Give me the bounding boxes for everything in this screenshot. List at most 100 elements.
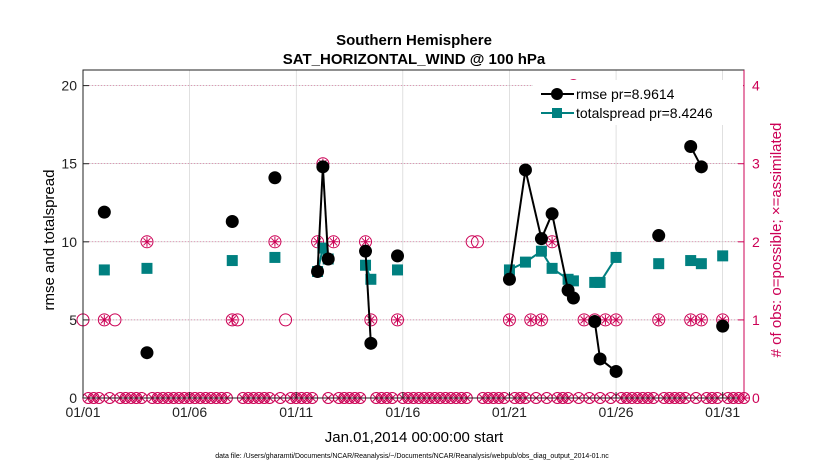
legend-box — [533, 80, 743, 125]
y-tick-label-right: 3 — [752, 156, 760, 172]
rmse-point — [268, 171, 282, 185]
rmse-point — [364, 336, 378, 350]
y-tick-label-right: 1 — [752, 312, 760, 328]
totalspread-point — [567, 275, 579, 287]
totalspread-point — [594, 276, 606, 288]
totalspread-point — [269, 251, 281, 263]
rmse-point — [225, 215, 239, 229]
totalspread-point — [717, 250, 729, 262]
totalspread-point — [365, 273, 377, 285]
obs-assimilated-marker — [141, 236, 152, 247]
obs-assimilated-marker — [579, 314, 590, 325]
obs-possible-marker — [465, 235, 479, 249]
legend-rmse-label: rmse pr=8.9614 — [576, 86, 675, 102]
rmse-point — [97, 205, 111, 219]
obs-assimilated-marker — [365, 314, 376, 325]
rmse-segment — [551, 213, 570, 291]
y-tick-label-left: 0 — [69, 390, 77, 406]
axes-layer: 0 5 10 15 20 0 1 2 3 4 01/01 01/06 01/11 01/16 01/21 01… — [61, 69, 760, 420]
obs-assimilated-marker — [611, 314, 622, 325]
y-tick-label-left: 15 — [61, 156, 77, 172]
rmse-point — [609, 364, 623, 378]
x-tick-label: 01/21 — [492, 404, 527, 420]
rmse-point — [359, 244, 373, 258]
y-axis-label-left: rmse and totalspread — [41, 170, 58, 311]
obs-assimilated-marker — [504, 314, 515, 325]
totalspread-point — [695, 258, 707, 270]
y-tick-label-right: 4 — [752, 78, 760, 94]
y-tick-label-right: 2 — [752, 234, 760, 250]
x-tick-label: 01/31 — [705, 404, 740, 420]
y-tick-label-left: 20 — [61, 78, 77, 94]
y-tick-label-left: 10 — [61, 234, 77, 250]
x-tick-label: 01/06 — [172, 404, 207, 420]
rmse-segment — [321, 166, 330, 260]
obs-possible-marker — [268, 235, 282, 249]
rmse-segment — [364, 251, 372, 344]
totalspread-point — [226, 255, 238, 267]
totalspread-point — [519, 256, 531, 268]
x-tick-label: 01/26 — [599, 404, 634, 420]
totalspread-point — [610, 251, 622, 263]
legend-totalspread-marker — [552, 108, 562, 118]
obs-possible-marker — [279, 313, 293, 327]
totalspread-point — [546, 262, 558, 274]
totalspread-point — [392, 264, 404, 276]
obs-assimilated-marker — [312, 236, 323, 247]
obs-assimilated-marker — [525, 314, 536, 325]
chart-legend: rmse pr=8.9614 totalspread pr=8.4246 — [533, 80, 743, 125]
obs-possible-marker — [391, 313, 405, 327]
obs-assimilated-marker — [360, 236, 371, 247]
x-tick-label: 01/16 — [385, 404, 420, 420]
rmse-point — [684, 140, 698, 154]
y-axis-label-right: # of obs: o=possible; ×=assimilated — [768, 123, 785, 358]
obs-assimilated-marker — [696, 314, 707, 325]
x-tick-label: 01/01 — [65, 404, 100, 420]
totalspread-point — [535, 245, 547, 257]
totalspread-point — [141, 262, 153, 274]
obs-assimilated-marker — [547, 236, 558, 247]
rmse-point — [566, 291, 580, 305]
obs-assimilated-marker — [685, 314, 696, 325]
obs-possible-marker — [225, 313, 239, 327]
legend-totalspread-label: totalspread pr=8.4246 — [576, 105, 713, 121]
rmse-point — [593, 352, 607, 366]
series-layer — [97, 140, 730, 378]
rmse-segment — [508, 169, 527, 280]
legend-rmse-marker — [551, 88, 563, 100]
obs-assimilated-marker — [392, 314, 403, 325]
x-tick-label: 01/11 — [279, 404, 313, 420]
totalspread-point — [685, 255, 697, 267]
obs-assimilated-marker — [600, 314, 611, 325]
obs-assimilated-marker — [269, 236, 280, 247]
x-axis-label: Jan.01,2014 00:00:00 start — [325, 429, 504, 446]
rmse-point — [321, 252, 335, 266]
totalspread-point — [503, 264, 515, 276]
rmse-segment — [524, 169, 543, 239]
obs-assimilated-marker — [99, 314, 110, 325]
rmse-point — [391, 249, 405, 263]
obs-assimilated-marker — [653, 314, 664, 325]
rmse-point — [316, 160, 330, 174]
chart-title: Southern Hemisphere — [336, 32, 492, 49]
rmse-point — [652, 229, 666, 243]
obs-assimilated-marker — [536, 314, 547, 325]
obs-assimilated-marker — [328, 236, 339, 247]
obs-possible-marker — [97, 313, 111, 327]
rmse-point — [140, 346, 154, 360]
footer-file-path: data file: /Users/gharamti/Documents/NCA… — [215, 453, 609, 460]
obs-possible-marker — [502, 313, 516, 327]
obs-possible-marker — [364, 313, 378, 327]
totalspread-point — [317, 242, 329, 254]
rmse-point — [534, 232, 548, 246]
totalspread-point — [98, 264, 110, 276]
totalspread-point — [653, 258, 665, 270]
y-tick-label-right: 0 — [752, 390, 760, 406]
rmse-point — [694, 160, 708, 174]
obs-assimilated-marker — [227, 314, 238, 325]
rmse-point — [311, 264, 325, 278]
rmse-point — [716, 319, 730, 333]
rmse-segment — [316, 166, 324, 272]
